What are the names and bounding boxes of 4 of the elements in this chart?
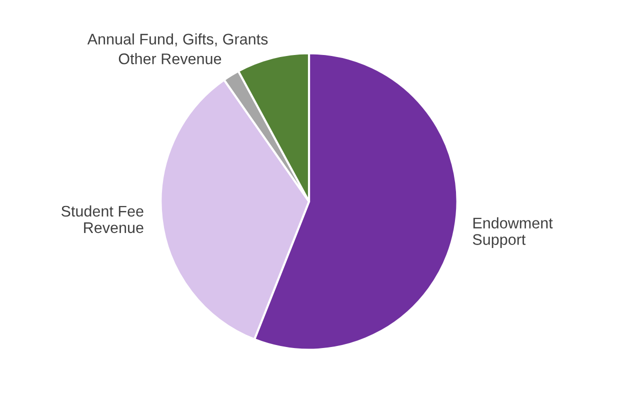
- slice-label: Student Fee Revenue: [61, 205, 144, 234]
- slice-label: Endowment Support: [472, 217, 553, 248]
- slice-label: Other Revenue: [118, 53, 222, 64]
- slice-label: Annual Fund, Gifts, Grants: [87, 33, 268, 46]
